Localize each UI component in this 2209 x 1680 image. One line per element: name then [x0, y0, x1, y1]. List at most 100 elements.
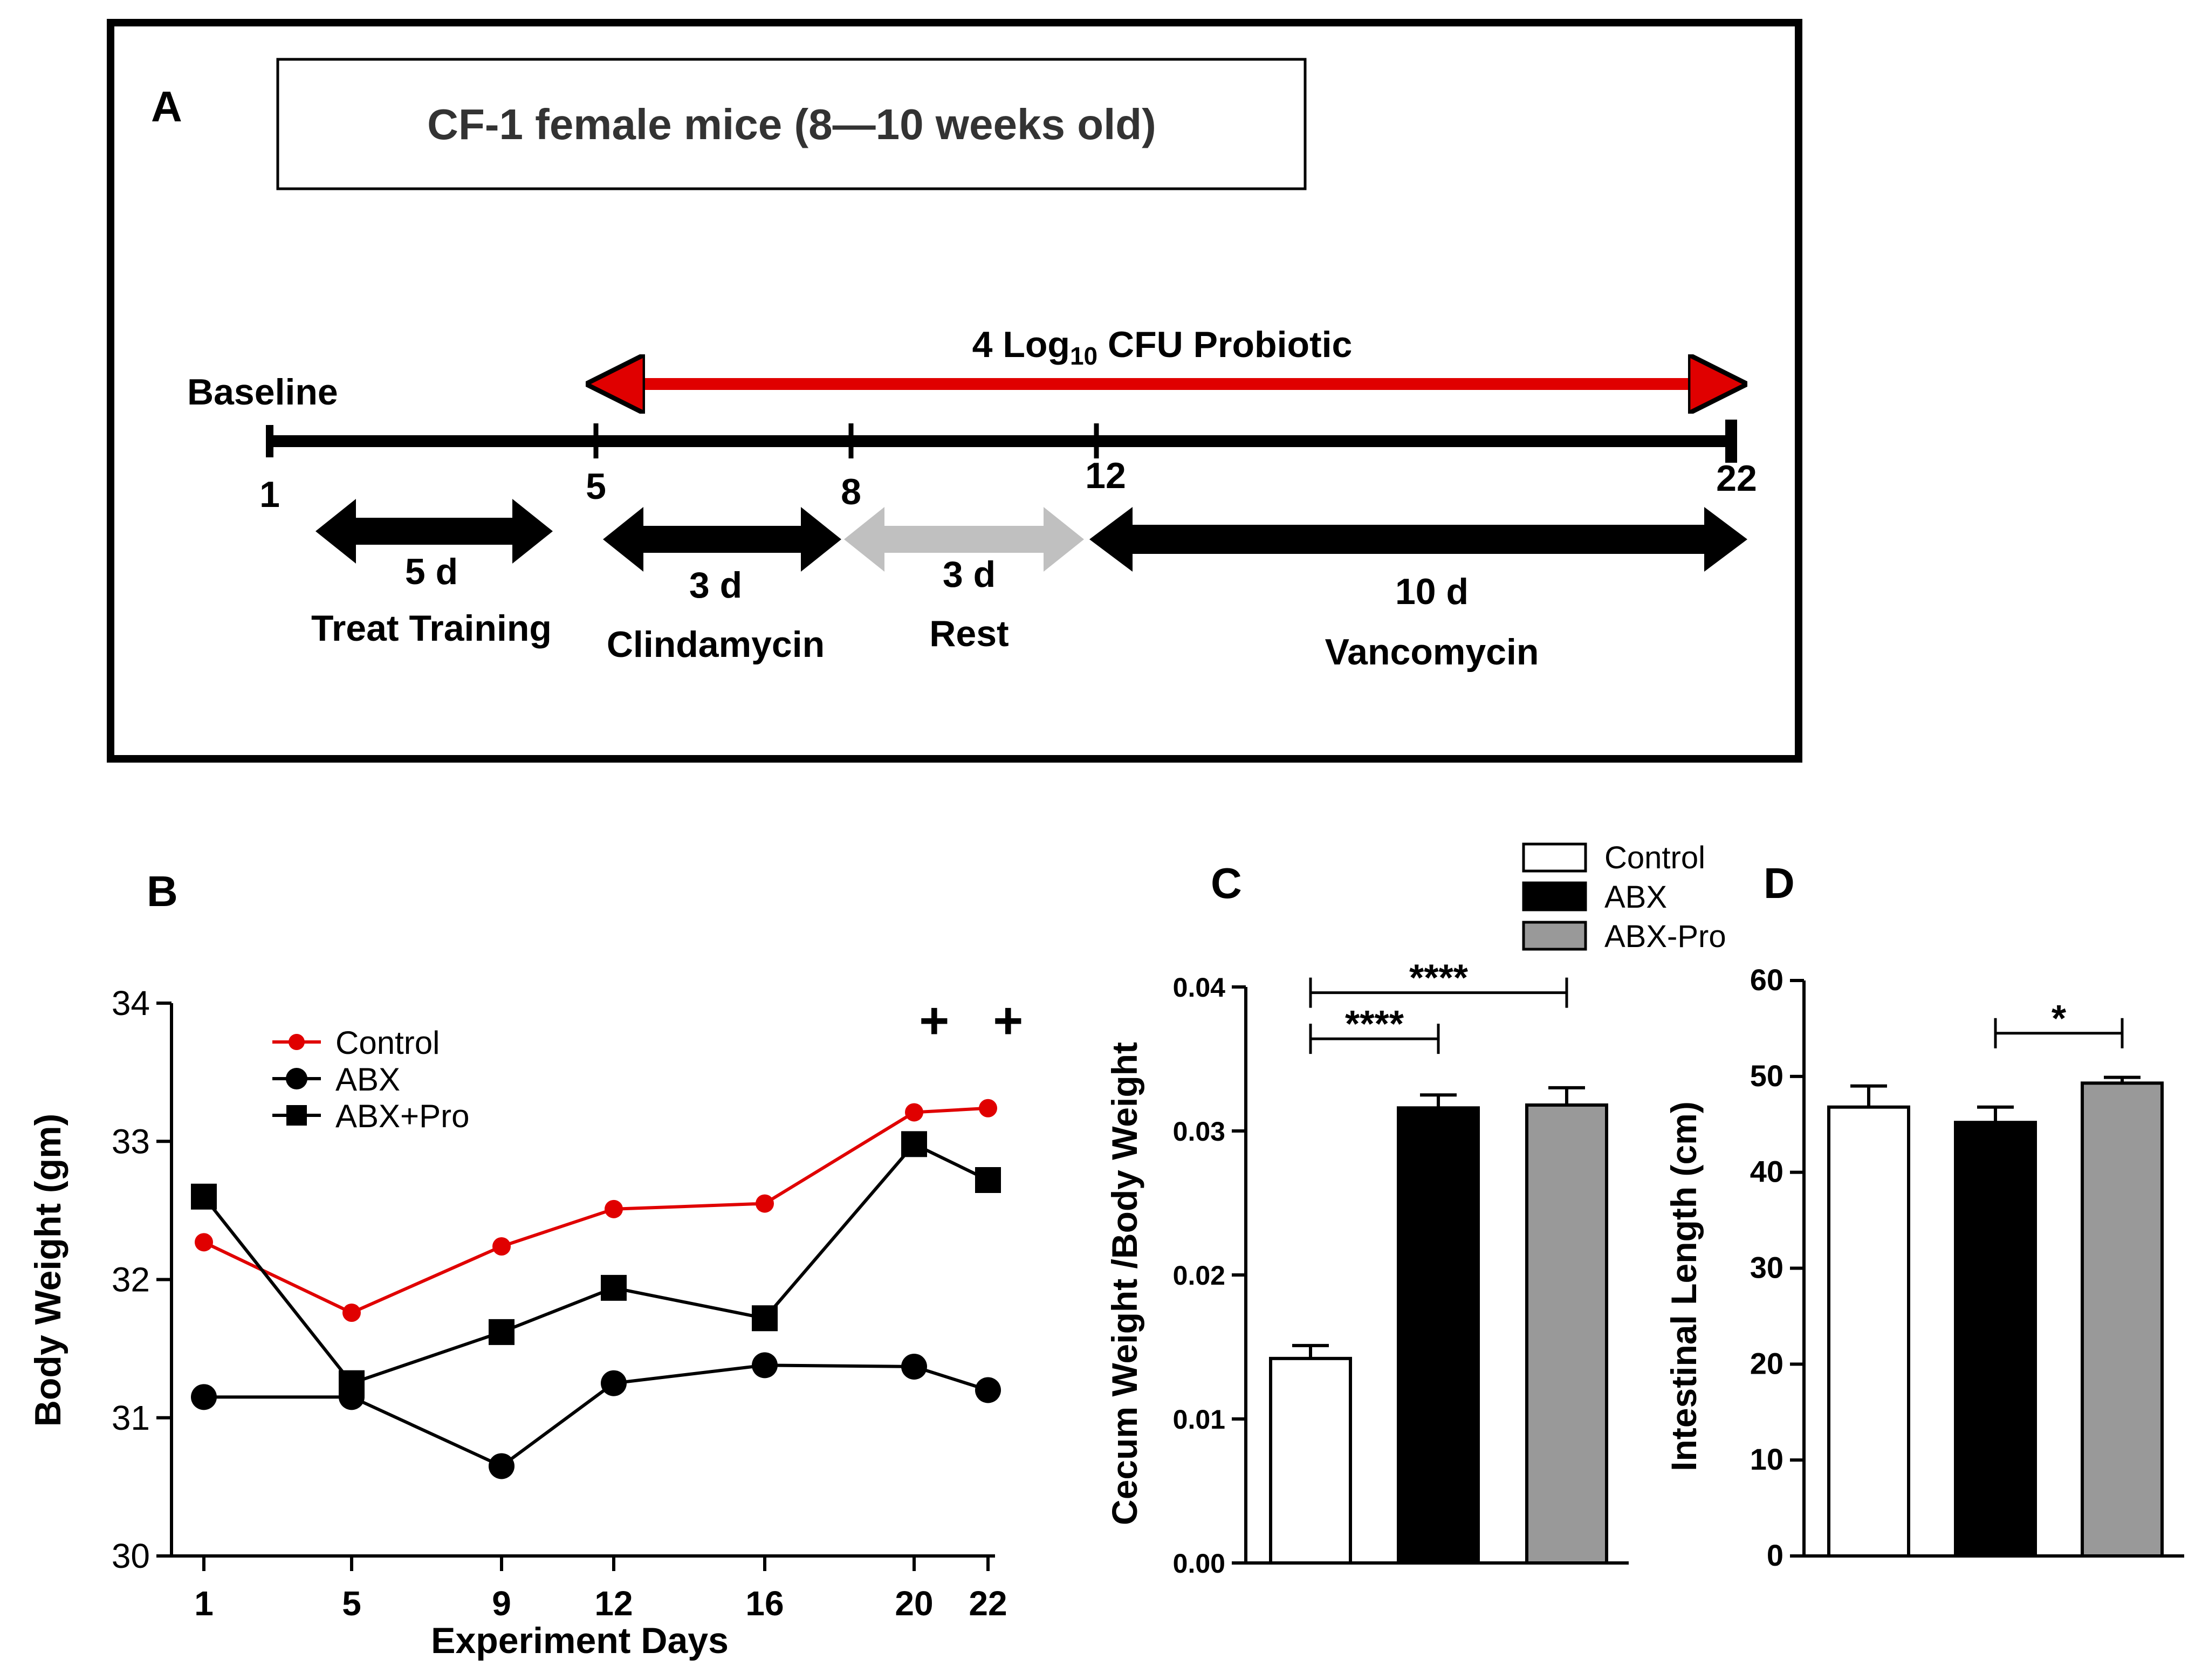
- x-tick-label: 12: [594, 1584, 633, 1623]
- legend-label: ABX-Pro: [1604, 919, 1726, 954]
- legend-label: ABX: [1604, 880, 1667, 915]
- y-tick-label: 0: [1767, 1538, 1783, 1572]
- data-point: [756, 1194, 774, 1213]
- y-tick-label: 31: [112, 1398, 150, 1437]
- phase-duration: 3 d: [689, 565, 742, 606]
- data-point: [339, 1370, 365, 1396]
- data-point: [601, 1370, 627, 1396]
- y-tick-label: 0.03: [1173, 1116, 1225, 1147]
- probiotic-label: 4 Log10 CFU Probiotic: [972, 324, 1353, 370]
- phase-name: Treat Training: [311, 608, 552, 649]
- significance-label: ****: [1345, 1003, 1404, 1045]
- data-point: [492, 1237, 511, 1256]
- phase-duration: 5 d: [405, 551, 458, 592]
- legend-marker: [286, 1068, 307, 1089]
- data-point: [601, 1274, 627, 1301]
- cohort-box: [276, 58, 1307, 190]
- data-point: [195, 1233, 213, 1252]
- y-tick-label: 60: [1750, 963, 1783, 997]
- phase-duration: 10 d: [1395, 571, 1469, 612]
- y-tick-label: 20: [1750, 1346, 1783, 1380]
- data-point: [605, 1199, 623, 1218]
- panel-b-label: B: [147, 867, 178, 915]
- baseline-label: Baseline: [187, 372, 338, 413]
- legend-swatch-abx: [1522, 881, 1587, 911]
- chart-d-intestinal-length: Intestinal Length (cm) 0 10 20 30 40 50 60 *: [1664, 963, 2184, 1572]
- data-point: [901, 1353, 927, 1380]
- data-point: [979, 1099, 997, 1117]
- day-label: 5: [586, 466, 606, 507]
- bar-control: [1827, 1105, 1910, 1558]
- day-label: 12: [1085, 455, 1126, 496]
- y-tick-label: 34: [112, 984, 150, 1023]
- y-tick-label: 10: [1750, 1442, 1783, 1476]
- data-point: [191, 1384, 217, 1410]
- x-tick-label: 5: [342, 1584, 361, 1623]
- chart-b-body-weight: Body Weight (gm) Experiment Days 30 31 32 3…: [28, 984, 1023, 1661]
- bar-abx-pro: [2081, 1081, 2164, 1558]
- legend-label: Control: [335, 1025, 440, 1061]
- bar-abx-pro: [1525, 1103, 1608, 1565]
- legend-swatch-abx-pro: [1522, 921, 1587, 951]
- legend-swatch-control: [1522, 842, 1587, 873]
- y-tick-label: 33: [112, 1122, 150, 1161]
- legend-marker: [286, 1105, 307, 1126]
- bar-abx: [1954, 1121, 2037, 1558]
- data-point: [191, 1183, 217, 1210]
- data-point: [901, 1131, 927, 1157]
- y-tick-label: 50: [1750, 1059, 1783, 1093]
- day-label: 1: [259, 474, 280, 515]
- panel-d-label: D: [1764, 859, 1795, 907]
- chart-c-cecum-weight: Cecum Weight /Body Weight 0.00 0.01 0.02 0.…: [1104, 957, 1629, 1579]
- y-tick-label: 40: [1750, 1155, 1783, 1189]
- panel-c-label: C: [1211, 859, 1242, 907]
- bar-legend: Control ABX ABX-Pro: [1522, 840, 1726, 954]
- x-tick-label: 20: [895, 1584, 933, 1623]
- x-axis-title: Experiment Days: [431, 1620, 729, 1661]
- y-tick-label: 0.01: [1173, 1404, 1225, 1435]
- significance-label: ****: [1409, 957, 1469, 999]
- data-point: [905, 1103, 923, 1122]
- y-tick-label: 30: [1750, 1251, 1783, 1285]
- y-tick-label: 0.04: [1173, 972, 1226, 1003]
- phase-arrow-clindamycin: [603, 507, 841, 572]
- y-axis-title: Body Weight (gm): [28, 1114, 68, 1427]
- panel-a-frame: [107, 19, 1802, 763]
- phase-arrow-treat-training: [315, 499, 553, 564]
- data-point: [975, 1167, 1001, 1193]
- legend-label: ABX+Pro: [335, 1098, 469, 1134]
- y-tick-label: 0.00: [1173, 1548, 1225, 1579]
- phase-arrow-vancomycin: [1089, 507, 1747, 572]
- phase-arrow-rest: [844, 507, 1084, 572]
- panel-a: A CF-1 female mice (8—10 weeks old) Base…: [107, 19, 1802, 763]
- phase-name: Rest: [929, 613, 1009, 654]
- y-tick-label: 32: [112, 1260, 150, 1299]
- data-point: [489, 1453, 514, 1479]
- phase-name: Clindamycin: [607, 624, 825, 665]
- y-tick-label: 30: [112, 1537, 150, 1575]
- significance-label: *: [2052, 997, 2067, 1039]
- x-tick-label: 1: [194, 1584, 214, 1623]
- data-point: [342, 1304, 361, 1322]
- day-label: 22: [1716, 458, 1757, 499]
- bar-abx: [1397, 1106, 1480, 1565]
- phase-duration: 3 d: [943, 554, 996, 595]
- y-axis-title: Intestinal Length (cm): [1664, 1101, 1704, 1471]
- significance-marker: +: [993, 992, 1023, 1050]
- phase-name: Vancomycin: [1325, 632, 1539, 673]
- x-tick-label: 16: [745, 1584, 784, 1623]
- data-point: [975, 1377, 1001, 1403]
- series-line-abx-pro: [202, 1142, 989, 1386]
- y-axis-title: Cecum Weight /Body Weight: [1104, 1042, 1144, 1525]
- data-point: [752, 1305, 778, 1332]
- legend-label: Control: [1604, 840, 1705, 875]
- x-tick-label: 9: [492, 1584, 511, 1623]
- y-tick-label: 0.02: [1173, 1260, 1225, 1291]
- series-line-abx: [204, 1363, 989, 1468]
- data-point: [752, 1352, 778, 1379]
- panel-a-label: A: [151, 83, 182, 131]
- x-tick-label: 22: [969, 1584, 1007, 1623]
- legend-marker: [289, 1034, 305, 1050]
- legend-label: ABX: [335, 1061, 400, 1098]
